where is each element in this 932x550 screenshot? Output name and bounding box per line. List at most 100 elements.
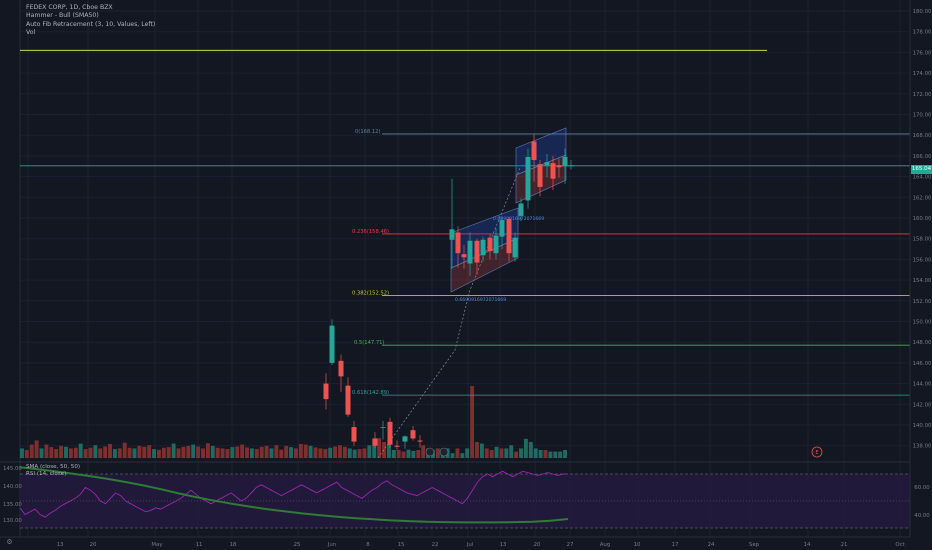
rsi-tick-label: 40.00 bbox=[914, 513, 930, 519]
sma-tick-label: 140.00 bbox=[3, 484, 22, 490]
indicator-fib[interactable]: Auto Fib Retracement (3, 10, Values, Lef… bbox=[26, 20, 156, 28]
volume-bar bbox=[323, 449, 328, 458]
price-tick-label: 154.00 bbox=[913, 278, 932, 284]
time-tick-label: 18 bbox=[230, 542, 237, 548]
volume-bar bbox=[210, 445, 215, 458]
volume-bar bbox=[98, 448, 103, 458]
price-tick-label: 178.00 bbox=[913, 30, 932, 36]
time-tick-label: 17 bbox=[672, 542, 679, 548]
volume-bar bbox=[494, 446, 499, 458]
indicator-rsi[interactable]: RSI (14, close) bbox=[26, 471, 67, 478]
rsi-panel: 145.00 140.00 135.00 130.00 bbox=[0, 461, 910, 529]
time-tick-label: 27 bbox=[567, 542, 574, 548]
candle-body bbox=[323, 383, 329, 400]
time-tick-label: 13 bbox=[57, 542, 64, 548]
volume-bar bbox=[313, 447, 318, 458]
volume-bar bbox=[411, 450, 416, 458]
volume-bar bbox=[230, 447, 235, 458]
time-tick-label: 10 bbox=[634, 542, 641, 548]
fib-annotation-label: 0.6690916972071669 bbox=[493, 216, 544, 222]
grid bbox=[19, 0, 910, 537]
fib-zigzag bbox=[377, 167, 521, 459]
volume-bar bbox=[186, 445, 191, 458]
volume-bar bbox=[220, 448, 225, 458]
volume-bar bbox=[470, 386, 475, 458]
rsi-tick-label: 60.00 bbox=[914, 485, 930, 491]
sma-tick-label: 135.00 bbox=[3, 502, 22, 508]
candle-body bbox=[417, 440, 423, 442]
time-axis: 13 20 May 11 18 25 Jun 8 15 22 Jul 13 20 27 Aug 10 17 24 S… bbox=[0, 536, 932, 550]
volume-bar bbox=[528, 442, 533, 458]
rsi-legend: SMA (close, 50, 50) RSI (14, close) bbox=[26, 464, 80, 479]
fib-level-label: 0.5(147.71) bbox=[354, 340, 384, 346]
candle-body bbox=[518, 203, 524, 216]
candle-body bbox=[512, 237, 518, 258]
volume-bar bbox=[254, 449, 259, 458]
volume-bar bbox=[157, 449, 161, 458]
time-axis-bg bbox=[0, 537, 932, 550]
price-tick-label: 156.00 bbox=[913, 257, 932, 263]
time-tick-label: 20 bbox=[534, 542, 541, 548]
volume-bar bbox=[181, 446, 186, 458]
candle-body bbox=[525, 156, 531, 201]
volume-bar bbox=[20, 448, 24, 458]
volume-bar bbox=[166, 447, 171, 458]
volume-bar bbox=[489, 450, 494, 458]
time-tick-label: 14 bbox=[804, 542, 811, 548]
volume-bar bbox=[450, 453, 455, 458]
earnings-marker-label: E bbox=[815, 450, 818, 456]
volume-bar bbox=[479, 443, 484, 458]
candle-body bbox=[556, 165, 562, 168]
candle-body bbox=[351, 427, 357, 442]
candle-body bbox=[387, 421, 393, 445]
volume-bar bbox=[484, 448, 489, 458]
volume-bar bbox=[396, 450, 401, 458]
volume-bar bbox=[538, 450, 543, 458]
volume-bar bbox=[274, 445, 279, 458]
candle-body bbox=[410, 430, 416, 439]
indicator-vol[interactable]: Vol bbox=[26, 28, 36, 36]
candle-body bbox=[474, 240, 480, 263]
symbol-title[interactable]: FEDEX CORP, 1D, Cboe BZX bbox=[26, 4, 113, 11]
time-tick-label: Oct bbox=[895, 542, 904, 548]
volume-bar bbox=[201, 448, 205, 458]
volume-bar bbox=[83, 449, 88, 458]
price-tick-label: 176.00 bbox=[913, 50, 932, 56]
candle-body bbox=[380, 427, 386, 428]
volume-bar bbox=[269, 448, 274, 458]
indicator-hammer[interactable]: Hammer - Bull (SMA50) bbox=[26, 12, 99, 20]
price-tick-label: 140.00 bbox=[913, 423, 932, 429]
volume-bar bbox=[88, 447, 93, 458]
time-tick-label: 24 bbox=[708, 542, 715, 548]
volume-bar bbox=[205, 443, 210, 458]
indicator-sma[interactable]: SMA (close, 50, 50) bbox=[26, 464, 81, 470]
candle-body bbox=[467, 240, 473, 264]
event-marker bbox=[425, 447, 435, 457]
volume-bar bbox=[245, 447, 249, 458]
event-markers: E bbox=[425, 446, 823, 458]
time-tick-label: 15 bbox=[398, 542, 405, 548]
rsi-line bbox=[19, 470, 568, 518]
volume-bar bbox=[514, 451, 519, 458]
gear-icon[interactable]: ⚙ bbox=[6, 538, 13, 546]
price-tick-label: 146.00 bbox=[913, 361, 932, 367]
volume-bar bbox=[64, 446, 68, 458]
volume-bar bbox=[68, 448, 73, 458]
volume-bar bbox=[147, 445, 152, 458]
volume-bar bbox=[372, 439, 377, 458]
fib-level-label: 0.382(152.52) bbox=[352, 290, 389, 296]
earnings-marker bbox=[811, 446, 823, 458]
time-tick-label: Jul bbox=[466, 542, 474, 548]
volume-bar bbox=[240, 444, 245, 458]
volume-bar bbox=[142, 446, 147, 458]
candle-body bbox=[487, 237, 493, 252]
volume-bar bbox=[303, 444, 308, 458]
price-axis: 180.00 178.00 176.00 174.00 172.00 170.00 168.… bbox=[909, 0, 932, 537]
volume-bar bbox=[338, 445, 342, 458]
sma-line bbox=[19, 466, 569, 524]
volume-bar bbox=[475, 442, 479, 458]
price-tick-label: 172.00 bbox=[913, 92, 932, 98]
volume-bar bbox=[259, 446, 264, 458]
volume-bar bbox=[127, 447, 132, 458]
